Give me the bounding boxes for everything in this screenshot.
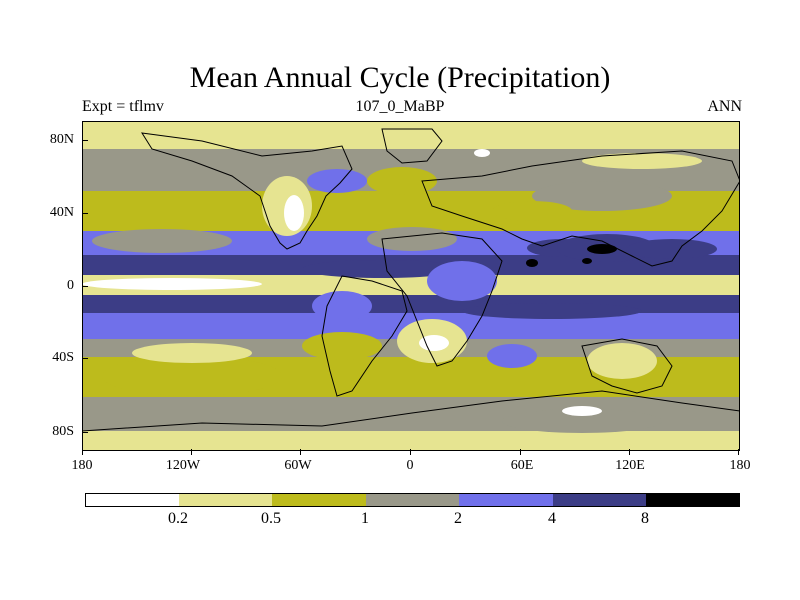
regional-patches bbox=[82, 149, 740, 433]
colorbar-label: 8 bbox=[641, 510, 649, 527]
coast-north-america bbox=[141, 132, 353, 250]
patch-monsoon-black bbox=[587, 244, 617, 254]
y-tick-label: 80S bbox=[52, 424, 74, 439]
patch-siberia-pale bbox=[582, 153, 702, 169]
y-tickmark bbox=[82, 213, 88, 214]
y-tickmark bbox=[82, 140, 88, 141]
colorbar-label: 4 bbox=[548, 510, 556, 527]
precipitation-map bbox=[82, 121, 740, 451]
patch-asia-grey bbox=[532, 181, 672, 211]
x-tick-label: 180 bbox=[729, 458, 751, 473]
colorbar-box bbox=[459, 494, 553, 506]
patch-south-africa-white bbox=[419, 335, 449, 351]
patch-antarctic-grey bbox=[502, 409, 662, 433]
coastlines bbox=[82, 128, 740, 451]
coast-greenland bbox=[381, 128, 443, 164]
patch-south-pacific-olive bbox=[102, 356, 282, 396]
coast-south-america bbox=[321, 275, 408, 397]
colorbar-label: 0.5 bbox=[261, 510, 281, 527]
y-tick-label: 40S bbox=[52, 350, 74, 365]
y-tick-label: 80N bbox=[49, 132, 74, 147]
coast-eurasia bbox=[421, 150, 740, 267]
patch-north-atlantic-blue bbox=[307, 169, 367, 193]
colorbar-box bbox=[553, 494, 646, 506]
patch-south-pacific-pale bbox=[132, 343, 252, 363]
coast-australia bbox=[581, 338, 673, 394]
coast-antarctica bbox=[82, 390, 740, 451]
patch-asia-olive bbox=[492, 201, 572, 221]
patch-subtropical-east-pacific bbox=[92, 229, 232, 253]
patch-monsoon-black-2 bbox=[526, 259, 538, 267]
season-label: ANN bbox=[707, 98, 742, 115]
patch-north-africa-grey bbox=[367, 227, 457, 251]
patch-equatorial-white bbox=[82, 278, 262, 290]
patch-north-america-white bbox=[284, 195, 304, 231]
patch-south-atlantic-olive bbox=[302, 332, 382, 360]
map-canvas bbox=[82, 121, 740, 451]
patch-south-indian-blue bbox=[487, 344, 537, 368]
period-label: 107_0_MaBP bbox=[355, 98, 445, 115]
x-tickmark bbox=[410, 449, 411, 455]
x-tickmark bbox=[82, 449, 83, 455]
x-tickmark bbox=[191, 449, 192, 455]
patch-west-pacific-navy bbox=[627, 239, 717, 259]
patch-indian-ocean-navy bbox=[462, 303, 642, 319]
colorbar-label: 1 bbox=[361, 510, 369, 527]
x-tick-label: 120E bbox=[615, 458, 645, 473]
band-antarctic bbox=[82, 431, 740, 451]
patch-tropical-atlantic-navy bbox=[302, 260, 462, 278]
x-tick-label: 60W bbox=[284, 458, 312, 473]
colorbar-box bbox=[86, 494, 179, 506]
colorbar-label: 0.2 bbox=[168, 510, 188, 527]
x-tick-label: 0 bbox=[406, 458, 414, 473]
colorbar bbox=[85, 493, 740, 507]
y-tick-label: 40N bbox=[49, 205, 74, 220]
x-tickmark bbox=[629, 449, 630, 455]
x-tick-label: 120W bbox=[165, 458, 201, 473]
patch-monsoon-black-3 bbox=[582, 258, 592, 264]
patch-arctic-white bbox=[474, 149, 490, 157]
x-tickmark bbox=[520, 449, 521, 455]
y-tick-label: 0 bbox=[67, 278, 74, 293]
colorbar-box bbox=[646, 494, 739, 506]
coast-africa bbox=[381, 232, 503, 367]
y-tickmark bbox=[82, 358, 88, 359]
colorbar-box bbox=[179, 494, 272, 506]
x-tickmark bbox=[738, 449, 739, 455]
x-tick-label: 60E bbox=[510, 458, 534, 473]
colorbar-box bbox=[366, 494, 459, 506]
y-tickmark bbox=[82, 432, 88, 433]
patch-south-america-blue bbox=[312, 291, 372, 321]
band-arctic bbox=[82, 121, 740, 149]
x-tick-label: 180 bbox=[71, 458, 93, 473]
x-tickmark bbox=[300, 449, 301, 455]
colorbar-box bbox=[272, 494, 366, 506]
colorbar-label: 2 bbox=[454, 510, 462, 527]
patch-antarctic-white bbox=[562, 406, 602, 416]
plot-title: Mean Annual Cycle (Precipitation) bbox=[189, 61, 611, 94]
patch-west-europe-olive bbox=[367, 167, 437, 195]
patch-east-pacific-pale bbox=[662, 277, 740, 289]
y-tickmark bbox=[82, 286, 88, 287]
patch-australia-pale bbox=[587, 343, 657, 379]
experiment-label: Expt = tflmv bbox=[82, 98, 164, 115]
patch-africa-blue bbox=[427, 261, 497, 301]
band-equator bbox=[82, 275, 740, 295]
